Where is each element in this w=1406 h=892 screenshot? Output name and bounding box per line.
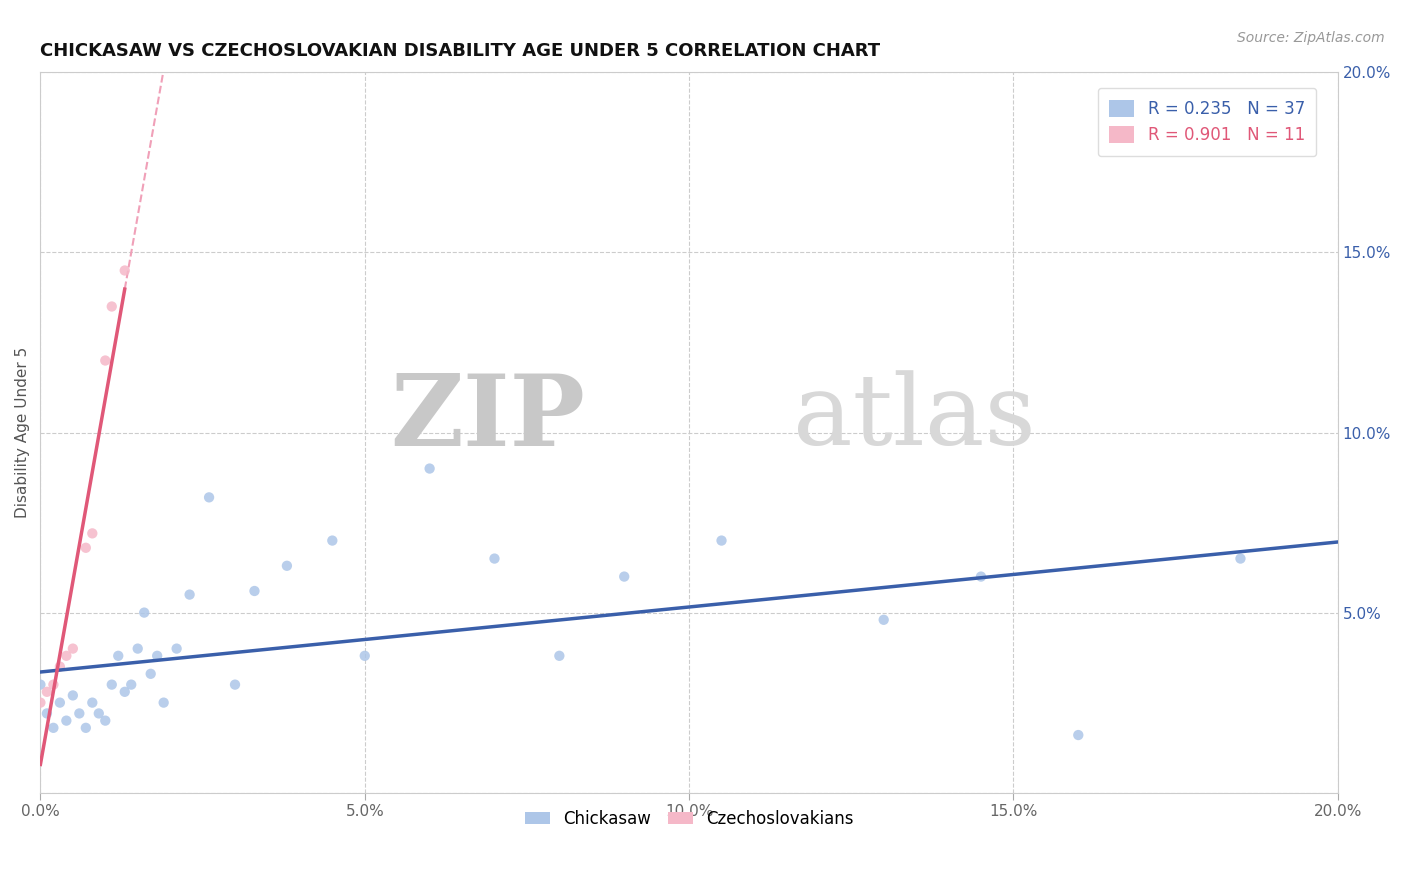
Legend: Chickasaw, Czechoslovakians: Chickasaw, Czechoslovakians bbox=[517, 804, 860, 835]
Point bbox=[55, 714, 77, 728]
Point bbox=[75, 721, 97, 735]
Point bbox=[75, 541, 97, 555]
Point bbox=[114, 263, 136, 277]
Point bbox=[55, 648, 77, 663]
Point bbox=[82, 696, 104, 710]
Point bbox=[166, 641, 188, 656]
Point bbox=[873, 613, 896, 627]
Point bbox=[127, 641, 149, 656]
Point bbox=[146, 648, 169, 663]
Point bbox=[120, 678, 142, 692]
Point bbox=[548, 648, 571, 663]
Point bbox=[100, 300, 122, 314]
Point bbox=[94, 714, 117, 728]
Point bbox=[114, 685, 136, 699]
Text: ZIP: ZIP bbox=[391, 369, 585, 467]
Point bbox=[107, 648, 129, 663]
Point bbox=[42, 721, 65, 735]
Text: CHICKASAW VS CZECHOSLOVAKIAN DISABILITY AGE UNDER 5 CORRELATION CHART: CHICKASAW VS CZECHOSLOVAKIAN DISABILITY … bbox=[41, 42, 880, 60]
Point bbox=[276, 558, 298, 573]
Point bbox=[224, 678, 246, 692]
Point bbox=[42, 678, 65, 692]
Point bbox=[94, 353, 117, 368]
Text: atlas: atlas bbox=[793, 370, 1036, 466]
Point bbox=[67, 706, 90, 721]
Point bbox=[710, 533, 733, 548]
Point bbox=[62, 641, 84, 656]
Point bbox=[35, 685, 58, 699]
Y-axis label: Disability Age Under 5: Disability Age Under 5 bbox=[15, 347, 30, 518]
Point bbox=[1067, 728, 1090, 742]
Point bbox=[179, 588, 201, 602]
Point bbox=[139, 666, 162, 681]
Point bbox=[198, 491, 221, 505]
Point bbox=[30, 678, 52, 692]
Point bbox=[243, 584, 266, 599]
Point bbox=[62, 689, 84, 703]
Point bbox=[1229, 551, 1251, 566]
Point bbox=[49, 696, 72, 710]
Point bbox=[484, 551, 506, 566]
Point bbox=[35, 706, 58, 721]
Point bbox=[49, 659, 72, 673]
Point bbox=[353, 648, 375, 663]
Point bbox=[321, 533, 343, 548]
Point bbox=[100, 678, 122, 692]
Point bbox=[419, 461, 441, 475]
Point bbox=[970, 569, 993, 583]
Point bbox=[152, 696, 174, 710]
Point bbox=[30, 696, 52, 710]
Point bbox=[82, 526, 104, 541]
Text: Source: ZipAtlas.com: Source: ZipAtlas.com bbox=[1237, 31, 1385, 45]
Point bbox=[134, 606, 156, 620]
Point bbox=[87, 706, 110, 721]
Point bbox=[613, 569, 636, 583]
